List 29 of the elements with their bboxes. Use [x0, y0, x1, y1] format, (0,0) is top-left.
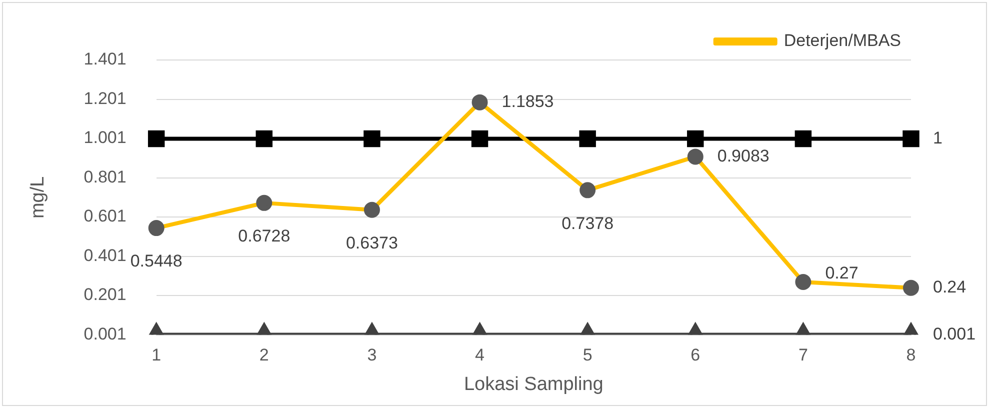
y-axis-title: mg/L [28, 176, 49, 219]
y-tick-label: 1.201 [84, 88, 126, 108]
y-tick-label: 0.401 [84, 246, 126, 265]
x-tick-label: 7 [798, 346, 808, 365]
x-tick-label: 5 [582, 346, 592, 365]
y-tick-label: 0.601 [84, 206, 126, 226]
x-axis-title: Lokasi Sampling [464, 374, 604, 395]
data-label: 0.001 [933, 324, 976, 344]
x-tick-label: 8 [906, 346, 916, 365]
y-tick-label: 1.401 [84, 50, 126, 69]
data-label: 0.6373 [346, 234, 398, 253]
y-tick-label: 0.801 [84, 167, 126, 186]
y-tick-label: 1.001 [84, 128, 126, 148]
data-label: 0.27 [825, 264, 858, 283]
x-tick-label: 4 [475, 346, 484, 365]
data-label: 0.6728 [238, 226, 290, 246]
x-tick-label: 2 [259, 346, 269, 365]
data-label: 0.9083 [717, 146, 770, 166]
x-tick-label: 6 [690, 346, 700, 365]
x-tick-label: 3 [367, 346, 377, 365]
y-tick-label: 0.001 [84, 324, 126, 344]
data-label: 0.24 [933, 278, 966, 297]
y-tick-label: 0.201 [84, 285, 126, 304]
data-label: 0.7378 [562, 214, 614, 233]
data-label: 1.1853 [502, 92, 554, 112]
data-label: 0.5448 [130, 252, 182, 271]
x-tick-label: 1 [152, 346, 162, 365]
legend-label: Deterjen/MBAS [784, 31, 902, 50]
data-label: 1 [933, 128, 942, 148]
